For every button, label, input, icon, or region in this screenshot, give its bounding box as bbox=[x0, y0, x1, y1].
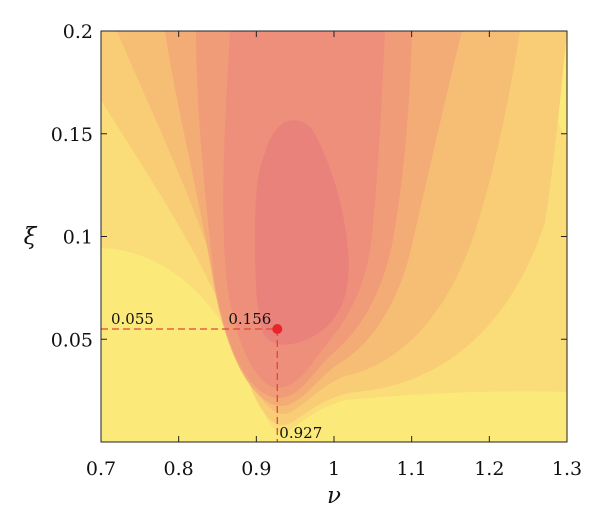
optimum-x-label: 0.927 bbox=[279, 424, 322, 442]
optimum-value-label: 0.156 bbox=[228, 310, 271, 328]
y-tick-label: 0.1 bbox=[63, 227, 93, 249]
y-axis: 0.05 0.1 0.15 0.2 bbox=[51, 21, 567, 351]
x-tick-label: 1.3 bbox=[552, 458, 582, 480]
optimum-point bbox=[272, 323, 283, 334]
contour-band bbox=[270, 248, 326, 335]
contour-levels bbox=[101, 31, 567, 442]
contour-band bbox=[255, 120, 349, 345]
x-tick-label: 0.8 bbox=[164, 458, 194, 480]
y-tick-label: 0.15 bbox=[51, 124, 93, 146]
optimum-y-label: 0.055 bbox=[111, 310, 154, 328]
x-axis-label: ν bbox=[327, 483, 341, 509]
y-axis-label: ξ bbox=[24, 224, 38, 250]
y-tick-label: 0.05 bbox=[51, 329, 93, 351]
x-tick-label: 0.7 bbox=[86, 458, 116, 480]
x-tick-label: 0.9 bbox=[241, 458, 271, 480]
x-tick-label: 1.1 bbox=[397, 458, 427, 480]
optimum-annotation: 0.055 0.156 0.927 bbox=[101, 310, 322, 442]
y-tick-label: 0.2 bbox=[63, 21, 93, 43]
x-axis: 0.7 0.8 0.9 1 1.1 1.2 1.3 bbox=[86, 31, 582, 480]
x-tick-label: 1.2 bbox=[474, 458, 504, 480]
x-tick-label: 1 bbox=[328, 458, 340, 480]
